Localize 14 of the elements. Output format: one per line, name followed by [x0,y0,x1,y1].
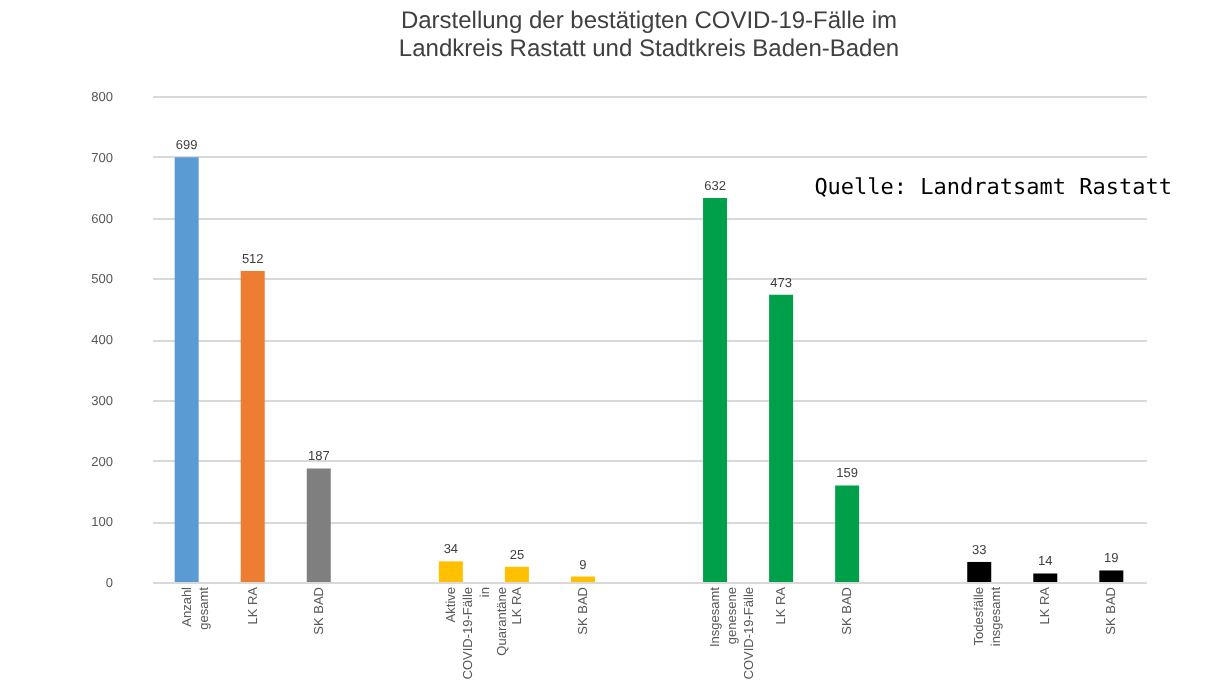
annotation: Quelle: Landratsamt Rastatt [814,174,1172,200]
bar [438,561,463,582]
bar [504,566,529,582]
bar [703,198,728,582]
bar [1033,573,1058,582]
bar [967,561,992,582]
bar [174,157,199,582]
bar [306,468,331,582]
chart-title: Darstellung der bestätigten COVID-19-Fälle im Landkreis Rastatt und Stadtkreis Baden-Baden [398,6,900,62]
bar [1099,570,1124,582]
bar [570,576,595,582]
bar [835,485,860,582]
bar [769,294,794,582]
bar [240,270,265,582]
